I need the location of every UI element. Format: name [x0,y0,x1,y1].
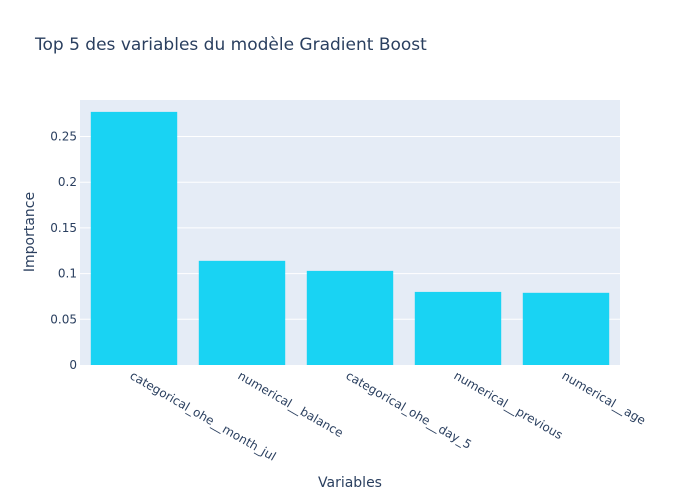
bar [90,111,178,366]
x-axis-title: Variables [318,475,382,491]
y-tick-label: 0.05 [50,312,77,326]
bar [522,292,610,365]
chart-title: Top 5 des variables du modèle Gradient B… [34,35,427,55]
y-axis-title: Importance [22,192,38,272]
y-tick-label: 0.25 [50,130,77,144]
y-tick-label: 0.1 [58,267,77,281]
bar [414,291,502,365]
bars [90,111,610,366]
bar [306,270,394,365]
y-tick-label: 0.15 [50,221,77,235]
bar [198,260,286,365]
y-axis-ticks: 0 0.05 0.1 0.15 0.2 0.25 [50,130,77,372]
y-tick-label: 0.2 [58,175,77,189]
y-tick-label: 0 [69,358,77,372]
x-tick-label: numerical__balance [236,368,346,440]
x-tick-label: numerical__previous [452,368,566,442]
x-tick-label: numerical__age [560,368,649,427]
x-axis-ticks: categorical_ohe__month_julnumerical__bal… [128,368,649,463]
